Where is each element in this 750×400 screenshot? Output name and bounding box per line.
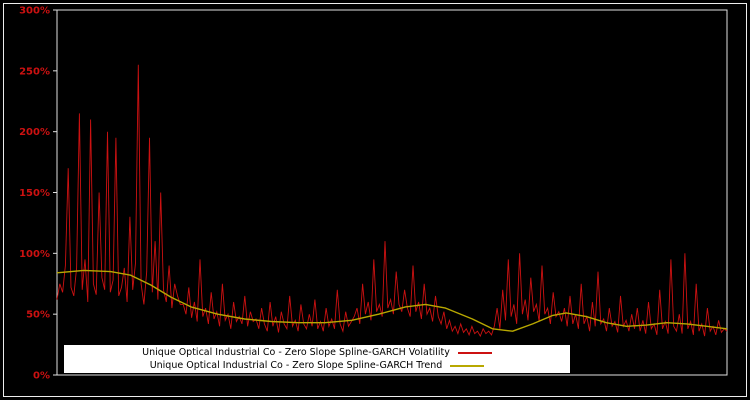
legend-line-sample-volatility xyxy=(457,351,492,354)
legend: Unique Optical Industrial Co - Zero Slop… xyxy=(64,345,570,373)
legend-entry-trend: Unique Optical Industrial Co - Zero Slop… xyxy=(64,359,570,372)
y-tick-label: 250% xyxy=(19,66,50,77)
y-tick-label: 300% xyxy=(19,6,50,17)
y-tick-label: 150% xyxy=(19,188,50,199)
legend-label-trend: Unique Optical Industrial Co - Zero Slop… xyxy=(149,360,443,371)
legend-label-volatility: Unique Optical Industrial Co - Zero Slop… xyxy=(142,347,450,358)
y-tick-label: 200% xyxy=(19,127,50,138)
legend-entry-volatility: Unique Optical Industrial Co - Zero Slop… xyxy=(64,346,570,359)
y-tick-label: 50% xyxy=(26,310,50,321)
legend-line-sample-trend xyxy=(450,364,485,367)
trend-line xyxy=(56,269,728,332)
y-tick-label: 100% xyxy=(19,249,50,260)
volatility-line xyxy=(56,64,728,338)
y-tick-label: 0% xyxy=(33,371,50,382)
